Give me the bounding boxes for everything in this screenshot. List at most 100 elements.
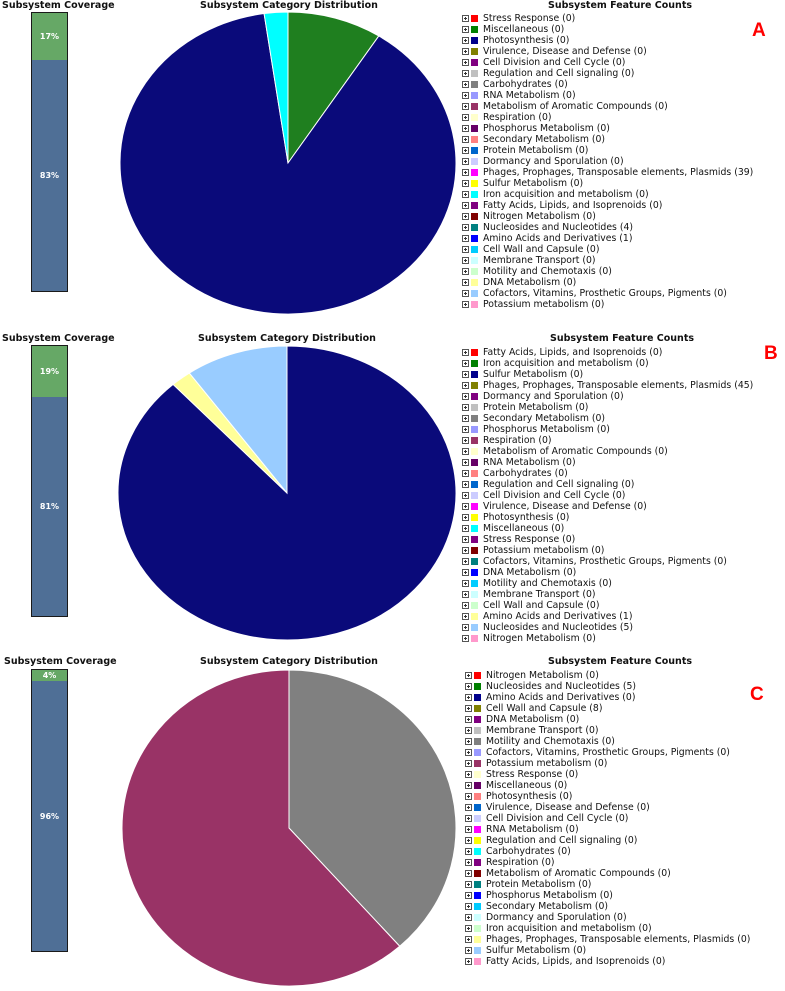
expand-icon[interactable] xyxy=(465,815,472,822)
legend-item[interactable]: Photosynthesis (0) xyxy=(465,791,750,802)
legend-item[interactable]: Respiration (0) xyxy=(462,435,753,446)
legend-item[interactable]: Virulence, Disease and Defense (0) xyxy=(462,501,753,512)
expand-icon[interactable] xyxy=(465,881,472,888)
expand-icon[interactable] xyxy=(462,426,469,433)
expand-icon[interactable] xyxy=(465,683,472,690)
legend-item[interactable]: Nitrogen Metabolism (0) xyxy=(462,211,753,222)
expand-icon[interactable] xyxy=(462,437,469,444)
legend-item[interactable]: Potassium metabolism (0) xyxy=(465,758,750,769)
legend-item[interactable]: Virulence, Disease and Defense (0) xyxy=(462,46,753,57)
expand-icon[interactable] xyxy=(462,404,469,411)
expand-icon[interactable] xyxy=(462,301,469,308)
expand-icon[interactable] xyxy=(465,903,472,910)
legend-item[interactable]: Virulence, Disease and Defense (0) xyxy=(465,802,750,813)
expand-icon[interactable] xyxy=(465,925,472,932)
expand-icon[interactable] xyxy=(462,547,469,554)
expand-icon[interactable] xyxy=(465,738,472,745)
expand-icon[interactable] xyxy=(465,804,472,811)
legend-item[interactable]: Phosphorus Metabolism (0) xyxy=(462,424,753,435)
expand-icon[interactable] xyxy=(465,958,472,965)
expand-icon[interactable] xyxy=(462,81,469,88)
legend-item[interactable]: Cell Wall and Capsule (0) xyxy=(462,600,753,611)
expand-icon[interactable] xyxy=(465,793,472,800)
legend-item[interactable]: Miscellaneous (0) xyxy=(462,24,753,35)
expand-icon[interactable] xyxy=(462,37,469,44)
legend-item[interactable]: Photosynthesis (0) xyxy=(462,512,753,523)
expand-icon[interactable] xyxy=(462,15,469,22)
expand-icon[interactable] xyxy=(465,727,472,734)
expand-icon[interactable] xyxy=(462,213,469,220)
legend-item[interactable]: Nitrogen Metabolism (0) xyxy=(462,633,753,644)
expand-icon[interactable] xyxy=(462,448,469,455)
expand-icon[interactable] xyxy=(462,624,469,631)
expand-icon[interactable] xyxy=(462,279,469,286)
legend-item[interactable]: Carbohydrates (0) xyxy=(462,468,753,479)
legend-item[interactable]: Carbohydrates (0) xyxy=(465,846,750,857)
legend-item[interactable]: Protein Metabolism (0) xyxy=(462,402,753,413)
legend-item[interactable]: Secondary Metabolism (0) xyxy=(462,413,753,424)
expand-icon[interactable] xyxy=(465,771,472,778)
legend-item[interactable]: Iron acquisition and metabolism (0) xyxy=(462,358,753,369)
expand-icon[interactable] xyxy=(462,371,469,378)
legend-item[interactable]: Cofactors, Vitamins, Prosthetic Groups, … xyxy=(462,556,753,567)
expand-icon[interactable] xyxy=(462,492,469,499)
legend-item[interactable]: Miscellaneous (0) xyxy=(465,780,750,791)
legend-item[interactable]: Phosphorus Metabolism (0) xyxy=(465,890,750,901)
expand-icon[interactable] xyxy=(465,716,472,723)
expand-icon[interactable] xyxy=(462,268,469,275)
expand-icon[interactable] xyxy=(462,613,469,620)
expand-icon[interactable] xyxy=(462,591,469,598)
legend-item[interactable]: DNA Metabolism (0) xyxy=(462,567,753,578)
expand-icon[interactable] xyxy=(465,947,472,954)
legend-item[interactable]: Nucleosides and Nucleotides (5) xyxy=(462,622,753,633)
expand-icon[interactable] xyxy=(462,158,469,165)
expand-icon[interactable] xyxy=(462,191,469,198)
legend-item[interactable]: Sulfur Metabolism (0) xyxy=(462,178,753,189)
legend-item[interactable]: Iron acquisition and metabolism (0) xyxy=(462,189,753,200)
legend-item[interactable]: Stress Response (0) xyxy=(462,13,753,24)
legend-item[interactable]: Membrane Transport (0) xyxy=(462,589,753,600)
expand-icon[interactable] xyxy=(465,837,472,844)
legend-item[interactable]: DNA Metabolism (0) xyxy=(465,714,750,725)
legend-item[interactable]: Miscellaneous (0) xyxy=(462,523,753,534)
legend-item[interactable]: Stress Response (0) xyxy=(465,769,750,780)
legend-item[interactable]: Amino Acids and Derivatives (1) xyxy=(462,611,753,622)
expand-icon[interactable] xyxy=(465,694,472,701)
expand-icon[interactable] xyxy=(462,48,469,55)
expand-icon[interactable] xyxy=(462,536,469,543)
expand-icon[interactable] xyxy=(462,602,469,609)
expand-icon[interactable] xyxy=(465,848,472,855)
legend-item[interactable]: Fatty Acids, Lipids, and Isoprenoids (0) xyxy=(462,347,753,358)
expand-icon[interactable] xyxy=(462,459,469,466)
expand-icon[interactable] xyxy=(465,705,472,712)
legend-item[interactable]: RNA Metabolism (0) xyxy=(462,90,753,101)
expand-icon[interactable] xyxy=(462,92,469,99)
expand-icon[interactable] xyxy=(462,635,469,642)
expand-icon[interactable] xyxy=(462,59,469,66)
expand-icon[interactable] xyxy=(462,180,469,187)
expand-icon[interactable] xyxy=(465,892,472,899)
legend-item[interactable]: Respiration (0) xyxy=(462,112,753,123)
legend-item[interactable]: Amino Acids and Derivatives (0) xyxy=(465,692,750,703)
legend-item[interactable]: DNA Metabolism (0) xyxy=(462,277,753,288)
legend-item[interactable]: Phages, Prophages, Transposable elements… xyxy=(462,167,753,178)
expand-icon[interactable] xyxy=(462,114,469,121)
legend-item[interactable]: Fatty Acids, Lipids, and Isoprenoids (0) xyxy=(465,956,750,967)
expand-icon[interactable] xyxy=(462,246,469,253)
legend-item[interactable]: Regulation and Cell signaling (0) xyxy=(462,68,753,79)
legend-item[interactable]: Cofactors, Vitamins, Prosthetic Groups, … xyxy=(462,288,753,299)
expand-icon[interactable] xyxy=(465,914,472,921)
expand-icon[interactable] xyxy=(462,257,469,264)
legend-item[interactable]: Cell Wall and Capsule (0) xyxy=(462,244,753,255)
expand-icon[interactable] xyxy=(462,136,469,143)
legend-item[interactable]: Secondary Metabolism (0) xyxy=(462,134,753,145)
legend-item[interactable]: Membrane Transport (0) xyxy=(462,255,753,266)
legend-item[interactable]: Cell Division and Cell Cycle (0) xyxy=(462,490,753,501)
legend-item[interactable]: Phages, Prophages, Transposable elements… xyxy=(462,380,753,391)
expand-icon[interactable] xyxy=(465,936,472,943)
expand-icon[interactable] xyxy=(465,760,472,767)
expand-icon[interactable] xyxy=(462,382,469,389)
expand-icon[interactable] xyxy=(462,169,469,176)
expand-icon[interactable] xyxy=(462,224,469,231)
legend-item[interactable]: Secondary Metabolism (0) xyxy=(465,901,750,912)
